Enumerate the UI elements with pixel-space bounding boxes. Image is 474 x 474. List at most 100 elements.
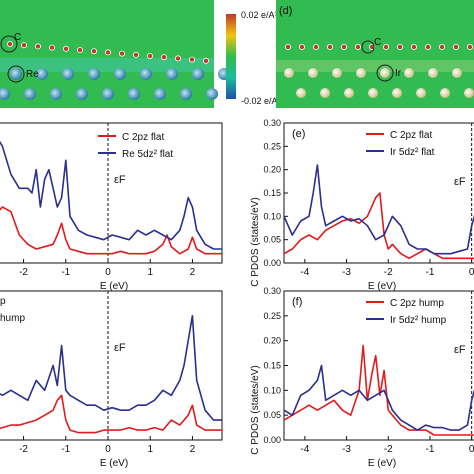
x-tick-label: -1	[61, 267, 70, 278]
atom-label-re: Re	[26, 69, 39, 80]
re-atom	[10, 68, 22, 80]
ir-atom	[344, 88, 354, 98]
x-tick-label: 0	[105, 444, 111, 455]
ir-atom	[464, 88, 474, 98]
re-atom	[128, 88, 140, 100]
fermi-label: εF	[114, 174, 126, 186]
panel-label: (f)	[292, 296, 302, 308]
x-tick-label: 2	[190, 267, 196, 278]
carbon-marker-left	[0, 35, 18, 53]
series-line	[0, 140, 222, 250]
carbon-atom	[105, 49, 112, 56]
series-line	[283, 164, 474, 255]
x-tick-label: -1	[426, 444, 435, 455]
series-line	[0, 394, 222, 434]
fermi-label: εF	[114, 342, 126, 354]
re-atom	[36, 68, 48, 80]
charge-map-right: (d) C Ir	[276, 0, 474, 108]
re-atom	[24, 88, 36, 100]
colorbar: 0.02 e/A³ -0.02 e/A³	[226, 10, 281, 106]
carbon-atom	[452, 44, 459, 51]
ir-atom	[428, 68, 438, 78]
ir-atom	[320, 88, 330, 98]
carbon-atom	[77, 47, 84, 54]
re-atom	[88, 68, 100, 80]
carbon-atom	[132, 51, 139, 58]
re-atom	[166, 68, 178, 80]
re-marker	[7, 65, 25, 83]
carbon-atom	[438, 44, 445, 51]
legend-label: C 2pz flat	[122, 132, 164, 143]
map-left-band	[0, 58, 214, 72]
fermi-label: εF	[454, 176, 466, 188]
re-atom	[0, 88, 10, 100]
carbon-atom	[312, 44, 319, 51]
fermi-label: εF	[454, 344, 466, 356]
series-line	[283, 344, 474, 436]
re-atom	[62, 68, 74, 80]
ir-marker	[376, 64, 394, 82]
x-tick-label: 2	[190, 444, 196, 455]
carbon-atom	[298, 44, 305, 51]
carbon-atom	[49, 44, 56, 51]
legend-label: Ir 5dz² flat	[390, 147, 435, 158]
legend-label: C 2pz hump	[390, 298, 444, 309]
colorbar-bottom-label: -0.02 e/A³	[241, 96, 281, 106]
carbon-atom	[20, 42, 27, 49]
panel-label: (e)	[292, 128, 305, 140]
carbon-atom	[63, 45, 70, 52]
legend-label: Re 5dz² flat	[122, 149, 173, 160]
x-tick-label: -3	[342, 267, 351, 278]
x-tick-label: 0	[469, 444, 474, 455]
plot-frame	[0, 290, 223, 441]
x-axis-label: E (eV)	[100, 458, 128, 469]
x-tick-label: -2	[19, 444, 28, 455]
x-tick-label: -1	[426, 267, 435, 278]
x-tick-label: -2	[19, 267, 28, 278]
ir-atom	[404, 68, 414, 78]
x-tick-label: -4	[300, 444, 309, 455]
pdos-panel: -2 -1 0 1 2 E (eV) εF C 2pz flat Re 5dz² flat	[0, 122, 223, 292]
y-tick-label: 0.25	[263, 311, 281, 321]
y-tick-label: 0.15	[263, 361, 281, 371]
ir-atom	[308, 68, 318, 78]
panel-label-d: (d)	[279, 5, 292, 17]
y-axis-title-upper: C PDOS (states/eV)	[250, 197, 261, 286]
x-tick-label: 1	[147, 267, 153, 278]
carbon-atom	[160, 54, 167, 61]
series-line	[283, 364, 474, 431]
plot-frame	[283, 290, 474, 441]
y-tick-label: 0.05	[263, 235, 281, 245]
atom-label-ir: Ir	[395, 68, 402, 79]
ir-atom	[284, 68, 294, 78]
ir-atom	[416, 88, 426, 98]
x-tick-label: -2	[384, 444, 393, 455]
series-line	[283, 192, 474, 260]
map-right-band	[276, 60, 474, 72]
legend-label: Ir 5dz² hump	[390, 315, 447, 326]
y-tick-label: 0.30	[263, 118, 281, 128]
legend-label: hump	[0, 313, 25, 324]
carbon-row-left	[7, 41, 209, 64]
x-tick-label: -2	[384, 267, 393, 278]
re-atom	[50, 88, 62, 100]
re-atom	[206, 88, 218, 100]
carbon-marker-right	[361, 40, 375, 54]
carbon-atom	[35, 43, 42, 50]
x-axis-label: E (eV)	[368, 458, 396, 469]
pdos-panel: -4 -3 -2 -1 0 E (eV) 0.00 0.05 0.10 0.15 0.20 0.25 0…	[263, 286, 474, 469]
series-line	[0, 314, 222, 421]
y-tick-label: 0.00	[263, 435, 281, 445]
pdos-panel: -4 -3 -2 -1 0 E (eV) 0.00 0.05 0.10 0.15 0.20 0.25 0…	[263, 118, 474, 292]
charge-map-left: C Re	[0, 0, 230, 108]
x-tick-label: 0	[105, 267, 111, 278]
carbon-atom	[7, 41, 13, 48]
y-tick-label: 0.05	[263, 410, 281, 420]
ir-atom	[368, 88, 378, 98]
re-atom	[154, 88, 166, 100]
carbon-atom	[466, 44, 473, 51]
atom-label-c-left: C	[14, 32, 21, 43]
ir-atom	[332, 68, 342, 78]
x-tick-label: -3	[342, 444, 351, 455]
y-tick-label: 0.10	[263, 211, 281, 221]
